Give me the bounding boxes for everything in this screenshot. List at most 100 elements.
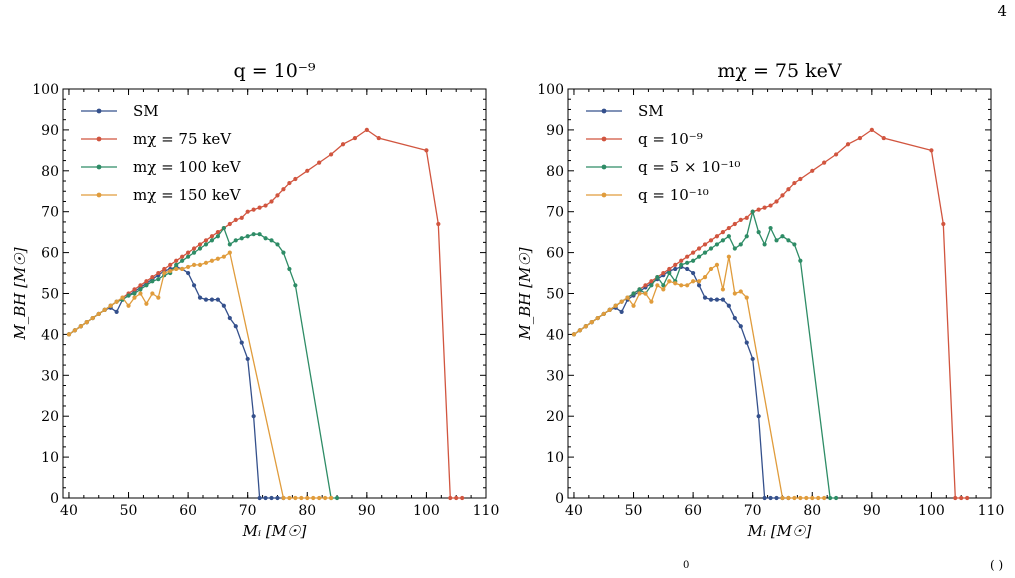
- data-point: [191, 246, 197, 251]
- data-point: [577, 328, 583, 333]
- data-point: [144, 283, 149, 288]
- x-tick-label: 50: [120, 503, 138, 519]
- data-point: [203, 297, 209, 302]
- data-point: [798, 495, 803, 501]
- legend-label: q = 10⁻¹⁰: [638, 186, 709, 204]
- data-point: [726, 254, 731, 259]
- data-point: [424, 148, 429, 153]
- data-point: [275, 242, 280, 247]
- data-point: [227, 250, 232, 255]
- data-point: [756, 230, 761, 235]
- data-point: [965, 495, 970, 501]
- data-point: [601, 311, 606, 317]
- data-point: [287, 495, 292, 501]
- legend-label: q = 5 × 10⁻¹⁰: [638, 158, 740, 176]
- data-point: [619, 309, 624, 315]
- data-point: [661, 270, 666, 276]
- data-point: [661, 287, 666, 292]
- data-point: [720, 230, 726, 235]
- data-point: [792, 242, 797, 247]
- data-point: [78, 324, 83, 329]
- data-point: [245, 356, 250, 362]
- data-point: [239, 215, 244, 220]
- data-point: [857, 135, 863, 141]
- data-point: [685, 283, 690, 288]
- y-tick-label: 30: [546, 368, 564, 384]
- y-tick-label: 50: [546, 287, 564, 303]
- data-point: [679, 262, 684, 267]
- data-point: [679, 283, 684, 288]
- x-tick-label: 50: [625, 503, 643, 519]
- legend-marker: [96, 164, 102, 170]
- data-point: [102, 307, 107, 312]
- data-point: [138, 287, 143, 292]
- y-tick-label: 60: [546, 246, 564, 262]
- legend-label: q = 10⁻⁹: [638, 130, 703, 148]
- data-point: [126, 303, 131, 308]
- y-tick-label: 50: [41, 287, 59, 303]
- data-point: [750, 356, 755, 362]
- data-point: [293, 283, 298, 288]
- data-point: [144, 279, 149, 284]
- data-point: [774, 199, 779, 204]
- data-point: [589, 320, 594, 325]
- series-line-2: [68, 226, 338, 499]
- data-point: [174, 266, 179, 272]
- data-point: [631, 303, 636, 308]
- data-point: [679, 258, 684, 263]
- x-tick-label: 110: [473, 503, 500, 519]
- y-tick-label: 70: [41, 205, 59, 221]
- data-point: [209, 258, 215, 263]
- x-tick-label: 60: [179, 503, 197, 519]
- data-point: [643, 283, 648, 288]
- data-point: [869, 127, 874, 132]
- data-point: [667, 279, 672, 284]
- legend-marker: [601, 164, 607, 170]
- data-point: [720, 297, 726, 302]
- data-point: [352, 135, 358, 141]
- data-point: [120, 295, 125, 300]
- data-point: [738, 289, 743, 294]
- data-point: [780, 193, 785, 198]
- data-point: [227, 242, 232, 247]
- y-tick-label: 90: [546, 123, 564, 139]
- data-point: [197, 295, 203, 300]
- data-point: [828, 495, 833, 501]
- data-point: [953, 495, 958, 501]
- data-point: [726, 303, 731, 308]
- data-point: [215, 256, 221, 261]
- legend-marker: [96, 136, 102, 142]
- legend-marker: [601, 136, 607, 142]
- data-point: [810, 495, 815, 501]
- legend-marker: [96, 108, 102, 114]
- data-point: [233, 238, 238, 243]
- x-tick-label: 90: [358, 503, 376, 519]
- data-point: [245, 234, 250, 239]
- data-point: [750, 209, 755, 214]
- data-point: [293, 495, 298, 501]
- x-tick-label: 90: [863, 503, 881, 519]
- data-point: [613, 303, 618, 308]
- y-tick-label: 0: [50, 491, 59, 507]
- data-point: [317, 495, 322, 501]
- data-point: [798, 176, 803, 182]
- data-point: [138, 283, 143, 288]
- x-tick-label: 60: [684, 503, 702, 519]
- data-point: [287, 180, 292, 186]
- data-point: [625, 295, 630, 300]
- data-point: [744, 234, 749, 239]
- data-point: [833, 152, 839, 157]
- data-point: [180, 258, 185, 263]
- data-point: [726, 234, 731, 239]
- series-line-0: [573, 266, 789, 499]
- data-point: [186, 270, 191, 276]
- data-point: [929, 148, 934, 153]
- data-point: [209, 238, 215, 243]
- data-point: [221, 225, 226, 231]
- data-point: [685, 266, 690, 272]
- data-point: [203, 242, 209, 247]
- data-point: [311, 495, 316, 501]
- data-point: [822, 160, 827, 165]
- data-point: [673, 266, 678, 272]
- data-point: [281, 495, 286, 501]
